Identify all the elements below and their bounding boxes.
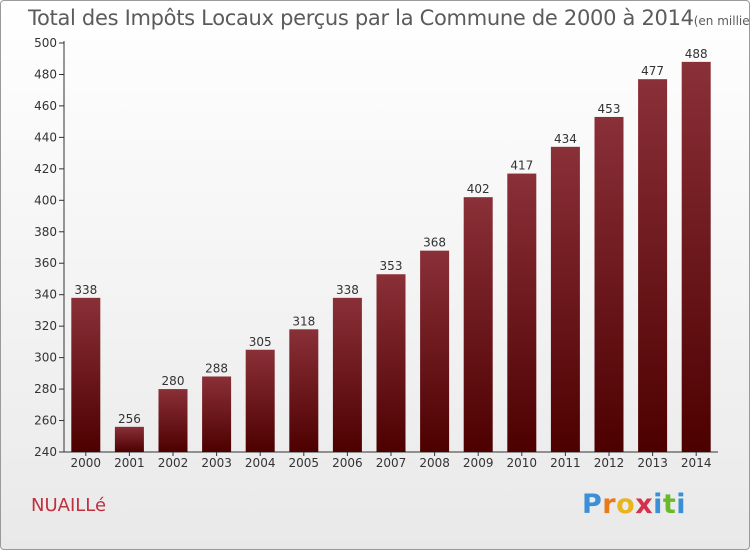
data-label: 402 bbox=[467, 182, 490, 196]
logo-letter: P bbox=[582, 489, 603, 520]
x-tick-label: 2007 bbox=[376, 456, 407, 470]
x-tick-label: 2009 bbox=[463, 456, 494, 470]
bar bbox=[245, 349, 275, 452]
bar bbox=[507, 173, 537, 453]
bar bbox=[420, 250, 450, 452]
logo-letter: r bbox=[602, 489, 617, 520]
x-tick-label: 2012 bbox=[594, 456, 625, 470]
bar bbox=[594, 116, 624, 452]
bar bbox=[332, 297, 362, 452]
data-label: 434 bbox=[554, 132, 577, 146]
x-tick-label: 2011 bbox=[550, 456, 581, 470]
x-tick-label: 2001 bbox=[114, 456, 145, 470]
data-label: 488 bbox=[685, 47, 708, 61]
data-label: 318 bbox=[292, 314, 315, 328]
y-tick-label: 280 bbox=[34, 382, 57, 396]
bars bbox=[71, 61, 711, 453]
bar bbox=[463, 197, 493, 452]
commune-name: NUAILLé bbox=[31, 495, 107, 516]
axes: 240 260 280 300 320 340 360 380 400 420 440 460 480 5… bbox=[34, 36, 718, 470]
y-tick-label: 440 bbox=[34, 130, 57, 144]
x-tick-label: 2010 bbox=[507, 456, 538, 470]
x-tick-label: 2005 bbox=[289, 456, 320, 470]
y-tick-label: 460 bbox=[34, 99, 57, 113]
x-tick-label: 2000 bbox=[71, 456, 102, 470]
y-tick-label: 480 bbox=[34, 67, 57, 81]
bar bbox=[202, 376, 232, 452]
data-label: 368 bbox=[423, 236, 446, 250]
y-tick-label: 400 bbox=[34, 193, 57, 207]
data-label: 288 bbox=[205, 361, 228, 375]
y-tick-label: 240 bbox=[34, 445, 57, 459]
bar bbox=[158, 389, 188, 452]
data-label: 256 bbox=[118, 412, 141, 426]
y-tick-label: 360 bbox=[34, 256, 57, 270]
y-tick-label: 340 bbox=[34, 288, 57, 302]
data-label: 453 bbox=[598, 102, 621, 116]
x-tick-label: 2008 bbox=[419, 456, 450, 470]
data-label: 280 bbox=[162, 374, 185, 388]
bar bbox=[71, 297, 101, 452]
bar bbox=[289, 329, 319, 452]
x-tick-label: 2003 bbox=[201, 456, 232, 470]
chart-title: Total des Impôts Locaux perçus par la Co… bbox=[28, 6, 750, 30]
y-tick-label: 320 bbox=[34, 319, 57, 333]
y-tick-label: 380 bbox=[34, 225, 57, 239]
bar bbox=[638, 79, 668, 452]
data-label: 338 bbox=[336, 283, 359, 297]
x-tick-label: 2002 bbox=[158, 456, 189, 470]
x-tick-label: 2013 bbox=[637, 456, 668, 470]
bar bbox=[550, 146, 580, 453]
logo-letter: i bbox=[676, 489, 687, 520]
logo-letter: o bbox=[616, 489, 636, 520]
x-tick-label: 2006 bbox=[332, 456, 363, 470]
x-tick-label: 2014 bbox=[681, 456, 712, 470]
data-label: 353 bbox=[380, 259, 403, 273]
unit-label: (en milliers d'€) bbox=[693, 14, 750, 28]
data-label: 477 bbox=[641, 64, 664, 78]
y-tick-label: 500 bbox=[34, 36, 57, 50]
y-tick-label: 300 bbox=[34, 351, 57, 365]
data-label: 417 bbox=[510, 159, 533, 173]
bar bbox=[681, 61, 711, 452]
logo-letter: t bbox=[662, 489, 677, 520]
logo-letter: x bbox=[635, 489, 654, 520]
y-tick-label: 420 bbox=[34, 162, 57, 176]
bar bbox=[114, 426, 144, 452]
proxiti-logo: Proxiti bbox=[582, 489, 686, 520]
logo-letter: i bbox=[653, 489, 663, 520]
bar bbox=[376, 274, 406, 452]
data-label: 338 bbox=[74, 283, 97, 297]
title-text: Total des Impôts Locaux perçus par la Co… bbox=[28, 6, 694, 30]
data-labels: 338 256 280 288 305 318 338 353 368 402 417 434 453 4… bbox=[74, 47, 707, 426]
x-tick-label: 2004 bbox=[245, 456, 276, 470]
data-label: 305 bbox=[249, 335, 272, 349]
y-tick-label: 260 bbox=[34, 414, 57, 428]
